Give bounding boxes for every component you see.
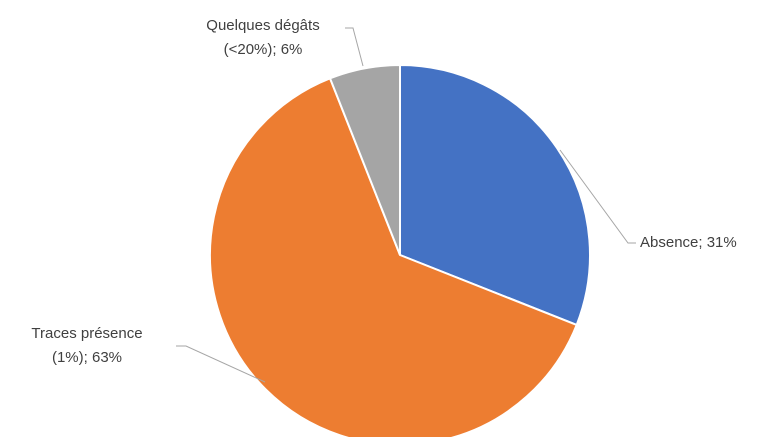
- separator: ;: [272, 41, 281, 58]
- value-label: 6%: [280, 41, 303, 58]
- category: Quelques dégâts (<20%): [206, 17, 320, 58]
- pie-slice: [209, 77, 578, 437]
- data-label: Quelques dégâts (<20%); 6%: [178, 14, 348, 62]
- data-label: Absence; 31%: [640, 231, 774, 255]
- leader-line: [345, 27, 364, 67]
- pie: [209, 63, 591, 437]
- value-label: 63%: [91, 349, 123, 366]
- data-label: Traces présence (1%); 63%: [2, 322, 172, 370]
- separator: ;: [698, 234, 707, 251]
- category: Traces présence (1%): [31, 325, 143, 366]
- pie-slice: [399, 63, 591, 327]
- leader-line: [559, 149, 636, 244]
- leader-line: [176, 345, 266, 383]
- pie-slice: [328, 63, 401, 256]
- separator: ;: [83, 349, 92, 366]
- category: Absence: [640, 234, 699, 251]
- value-label: 31%: [706, 234, 737, 251]
